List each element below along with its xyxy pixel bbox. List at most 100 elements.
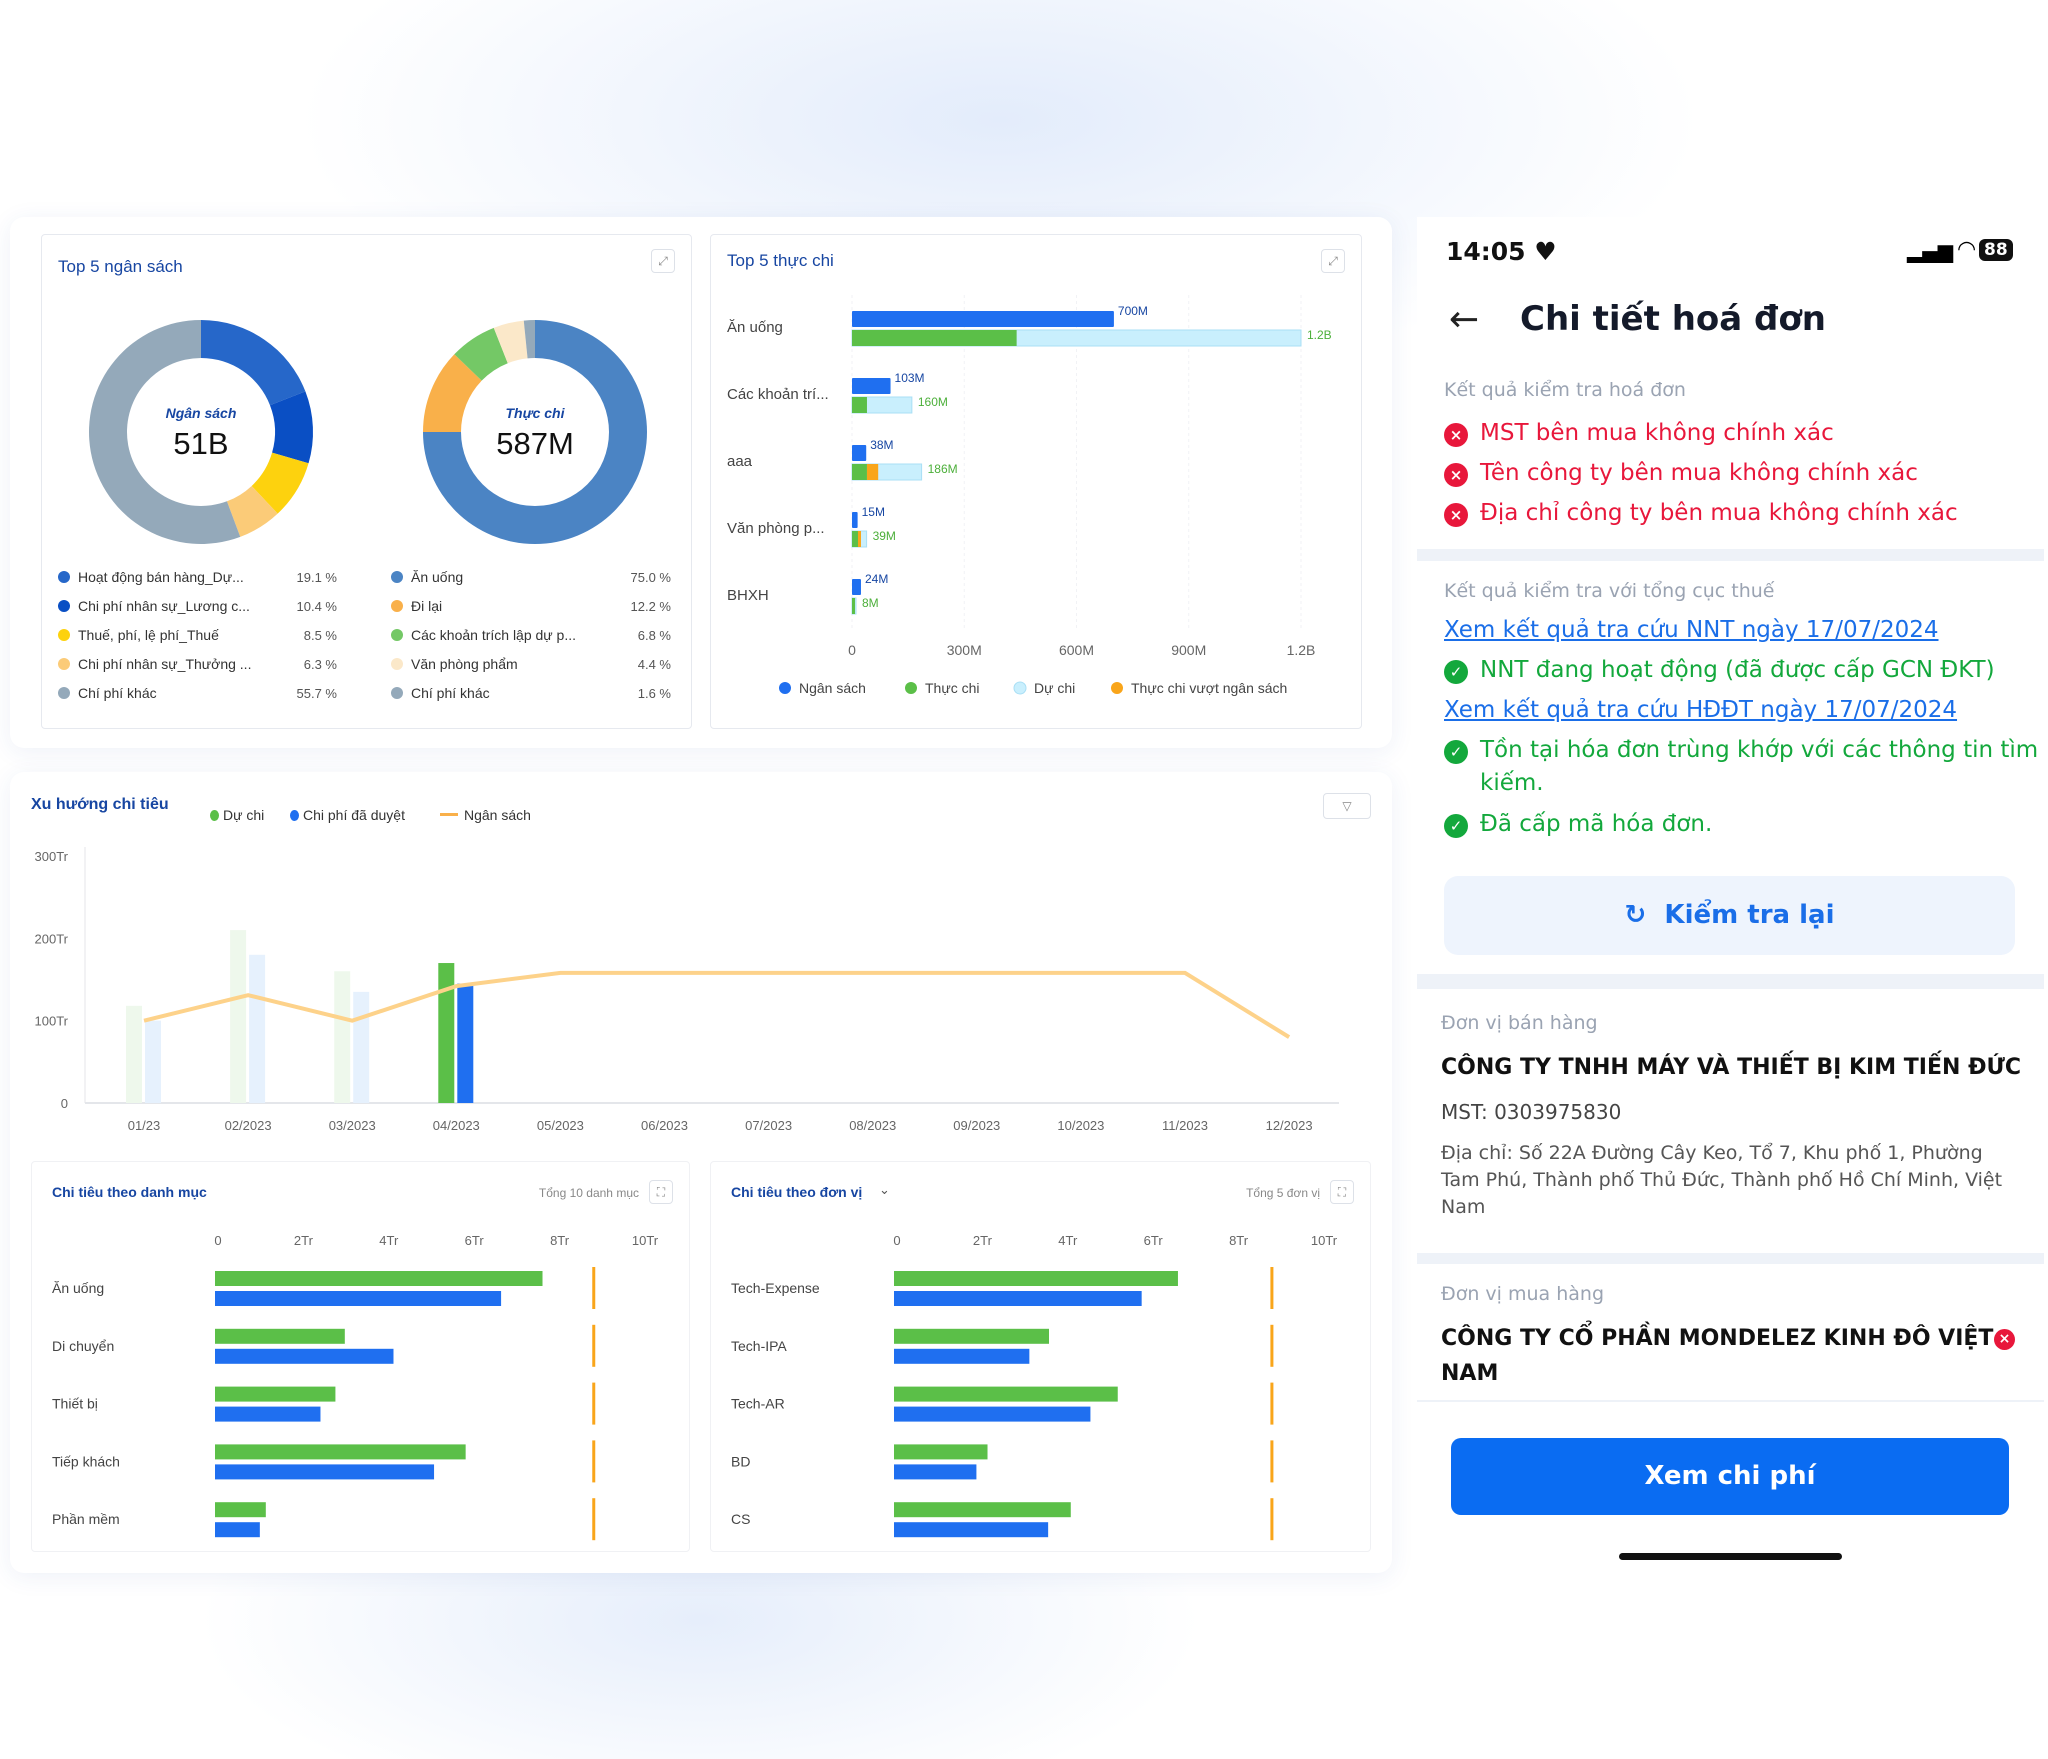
- budget-donut: Ngân sách 51B Thực chi 587M: [89, 320, 647, 544]
- view-expense-button[interactable]: Xem chi phí: [1451, 1438, 2009, 1515]
- x-tick-label: 10Tr: [1311, 1233, 1338, 1248]
- recheck-button[interactable]: ↻ Kiểm tra lại: [1444, 876, 2015, 955]
- over-budget-bar: [866, 464, 879, 480]
- page-title: Chi tiết hoá đơn: [1520, 299, 1826, 339]
- legend-item[interactable]: Thuế, phí, lệ phí_Thuế: [58, 627, 219, 643]
- donut-center-value: 587M: [496, 426, 574, 461]
- x-tick-label: 11/2023: [1162, 1118, 1208, 1133]
- bar: [215, 1291, 502, 1306]
- category-count: Tổng 10 danh mục: [538, 1186, 639, 1200]
- category-label: Các khoản trí...: [727, 386, 829, 403]
- legend-item[interactable]: Chi phí nhân sự_Thưởng ...: [58, 656, 251, 672]
- x-tick-label: 8Tr: [550, 1233, 570, 1248]
- actual-bar: [852, 598, 855, 614]
- legend-dot: [391, 629, 403, 641]
- budget-line: [143, 970, 1291, 1039]
- bar: [894, 1271, 1178, 1286]
- filter-icon[interactable]: ▽: [1323, 793, 1371, 819]
- x-tick-label: 2Tr: [294, 1233, 314, 1248]
- y-tick-label: 0: [61, 1096, 68, 1111]
- legend-label: Chí phí khác: [411, 685, 490, 701]
- x-tick-label: 0: [214, 1233, 221, 1248]
- legend-item[interactable]: Hoạt động bán hàng_Dự...: [58, 569, 244, 585]
- forecast-bar: [438, 963, 455, 1103]
- expand-icon[interactable]: ⤢: [1321, 249, 1345, 273]
- check-icon: ✓: [1444, 660, 1468, 684]
- top-actual-chart: 0 300M 600M 900M 1.2B Ăn uống 700M 1.2B Các khoả…: [727, 295, 1332, 696]
- ok-item: Tồn tại hóa đơn trùng khớp với các thông…: [1480, 737, 2039, 763]
- error-icon: ×: [1444, 463, 1468, 487]
- x-tick-label: 10Tr: [632, 1233, 659, 1248]
- battery-icon: 88: [1979, 239, 2013, 261]
- legend-item[interactable]: Chi phí nhân sự_Lương c...: [58, 598, 250, 614]
- x-tick-label: 0: [848, 642, 856, 658]
- check-icon: ✓: [1444, 814, 1468, 838]
- legend-percent: 55.7 %: [296, 686, 337, 701]
- x-tick-label: 1.2B: [1287, 642, 1316, 658]
- y-tick-label: 300Tr: [35, 849, 69, 864]
- expand-icon[interactable]: ⤢: [651, 249, 675, 273]
- legend-label: Hoạt động bán hàng_Dự...: [78, 569, 244, 585]
- divider: [1417, 549, 2044, 561]
- category-label: Ăn uống: [52, 1280, 104, 1296]
- actual-bar: [852, 464, 867, 480]
- actual-bar: [852, 531, 858, 547]
- forecast-value-label: 160M: [918, 395, 948, 409]
- category-label: Tech-AR: [731, 1396, 785, 1412]
- category-label: Di chuyển: [52, 1338, 114, 1354]
- legend-dot: [290, 810, 299, 821]
- ok-item: Đã cấp mã hóa đơn.: [1480, 811, 1713, 837]
- category-label: BD: [731, 1453, 750, 1469]
- bar: [215, 1406, 321, 1422]
- legend-dot: [391, 600, 403, 612]
- expand-icon[interactable]: ⛶: [649, 1180, 673, 1204]
- seller-address-line: Nam: [1441, 1196, 1486, 1218]
- legend-label: Thực chi vượt ngân sách: [1131, 680, 1287, 696]
- unit-dropdown-chevron-icon[interactable]: ⌄: [879, 1182, 890, 1197]
- error-item: MST bên mua không chính xác: [1480, 420, 1834, 446]
- category-label: aaa: [727, 453, 753, 470]
- legend-dot: [779, 682, 791, 694]
- donut-slice: [454, 327, 508, 381]
- legend-item[interactable]: Ăn uống: [391, 569, 463, 585]
- nnt-lookup-link[interactable]: Xem kết quả tra cứu NNT ngày 17/07/2024: [1444, 617, 1939, 643]
- seller-mst: MST: 0303975830: [1441, 1100, 1622, 1124]
- budget-bar: [852, 445, 867, 461]
- legend-item[interactable]: Chí phí khác: [391, 685, 490, 701]
- legend-dot: [905, 682, 917, 694]
- donut-center-value: 51B: [173, 426, 228, 461]
- x-tick-label: 08/2023: [849, 1118, 896, 1133]
- budget-bar: [852, 579, 861, 595]
- recheck-label: Kiểm tra lại: [1664, 900, 1835, 930]
- legend-item[interactable]: Các khoản trích lập dự p...: [391, 627, 576, 643]
- home-indicator: [1619, 1553, 1842, 1560]
- legend-item[interactable]: Dự chi: [210, 807, 264, 823]
- wifi-icon: ◠: [1957, 237, 1977, 262]
- donut-slice: [251, 452, 309, 514]
- x-tick-label: 01/23: [128, 1118, 161, 1133]
- error-icon: ×: [1444, 503, 1468, 527]
- legend-dot: [58, 687, 70, 699]
- buyer-name: CÔNG TY CỔ PHẦN MONDELEZ KINH ĐÔ VIỆT: [1441, 1326, 1994, 1351]
- legend-line: [440, 813, 458, 816]
- legend-label: Dự chi: [223, 807, 265, 823]
- legend-item[interactable]: Văn phòng phẩm: [391, 656, 518, 672]
- legend-percent: 6.3 %: [303, 657, 337, 672]
- bar: [894, 1291, 1142, 1306]
- category-label: Tiếp khách: [52, 1453, 120, 1469]
- legend-item[interactable]: Chi phí đã duyệt: [290, 807, 405, 823]
- expand-icon[interactable]: ⛶: [1330, 1180, 1354, 1204]
- legend-item[interactable]: Chí phí khác: [58, 685, 157, 701]
- time-text: 14:05: [1446, 237, 1526, 266]
- divider: [1417, 1400, 2044, 1402]
- back-arrow-icon[interactable]: ←: [1449, 299, 1480, 340]
- legend-item[interactable]: Ngân sách: [440, 807, 531, 823]
- approved-bar: [353, 991, 370, 1103]
- legend-percent: 12.2 %: [630, 599, 671, 614]
- hddt-lookup-link[interactable]: Xem kết quả tra cứu HĐĐT ngày 17/07/2024: [1444, 697, 1958, 723]
- divider: [1417, 1253, 2044, 1264]
- legend-item[interactable]: Đi lại: [391, 598, 442, 614]
- x-tick-label: 4Tr: [379, 1233, 399, 1248]
- bar: [215, 1464, 435, 1480]
- forecast-bar: [334, 971, 351, 1103]
